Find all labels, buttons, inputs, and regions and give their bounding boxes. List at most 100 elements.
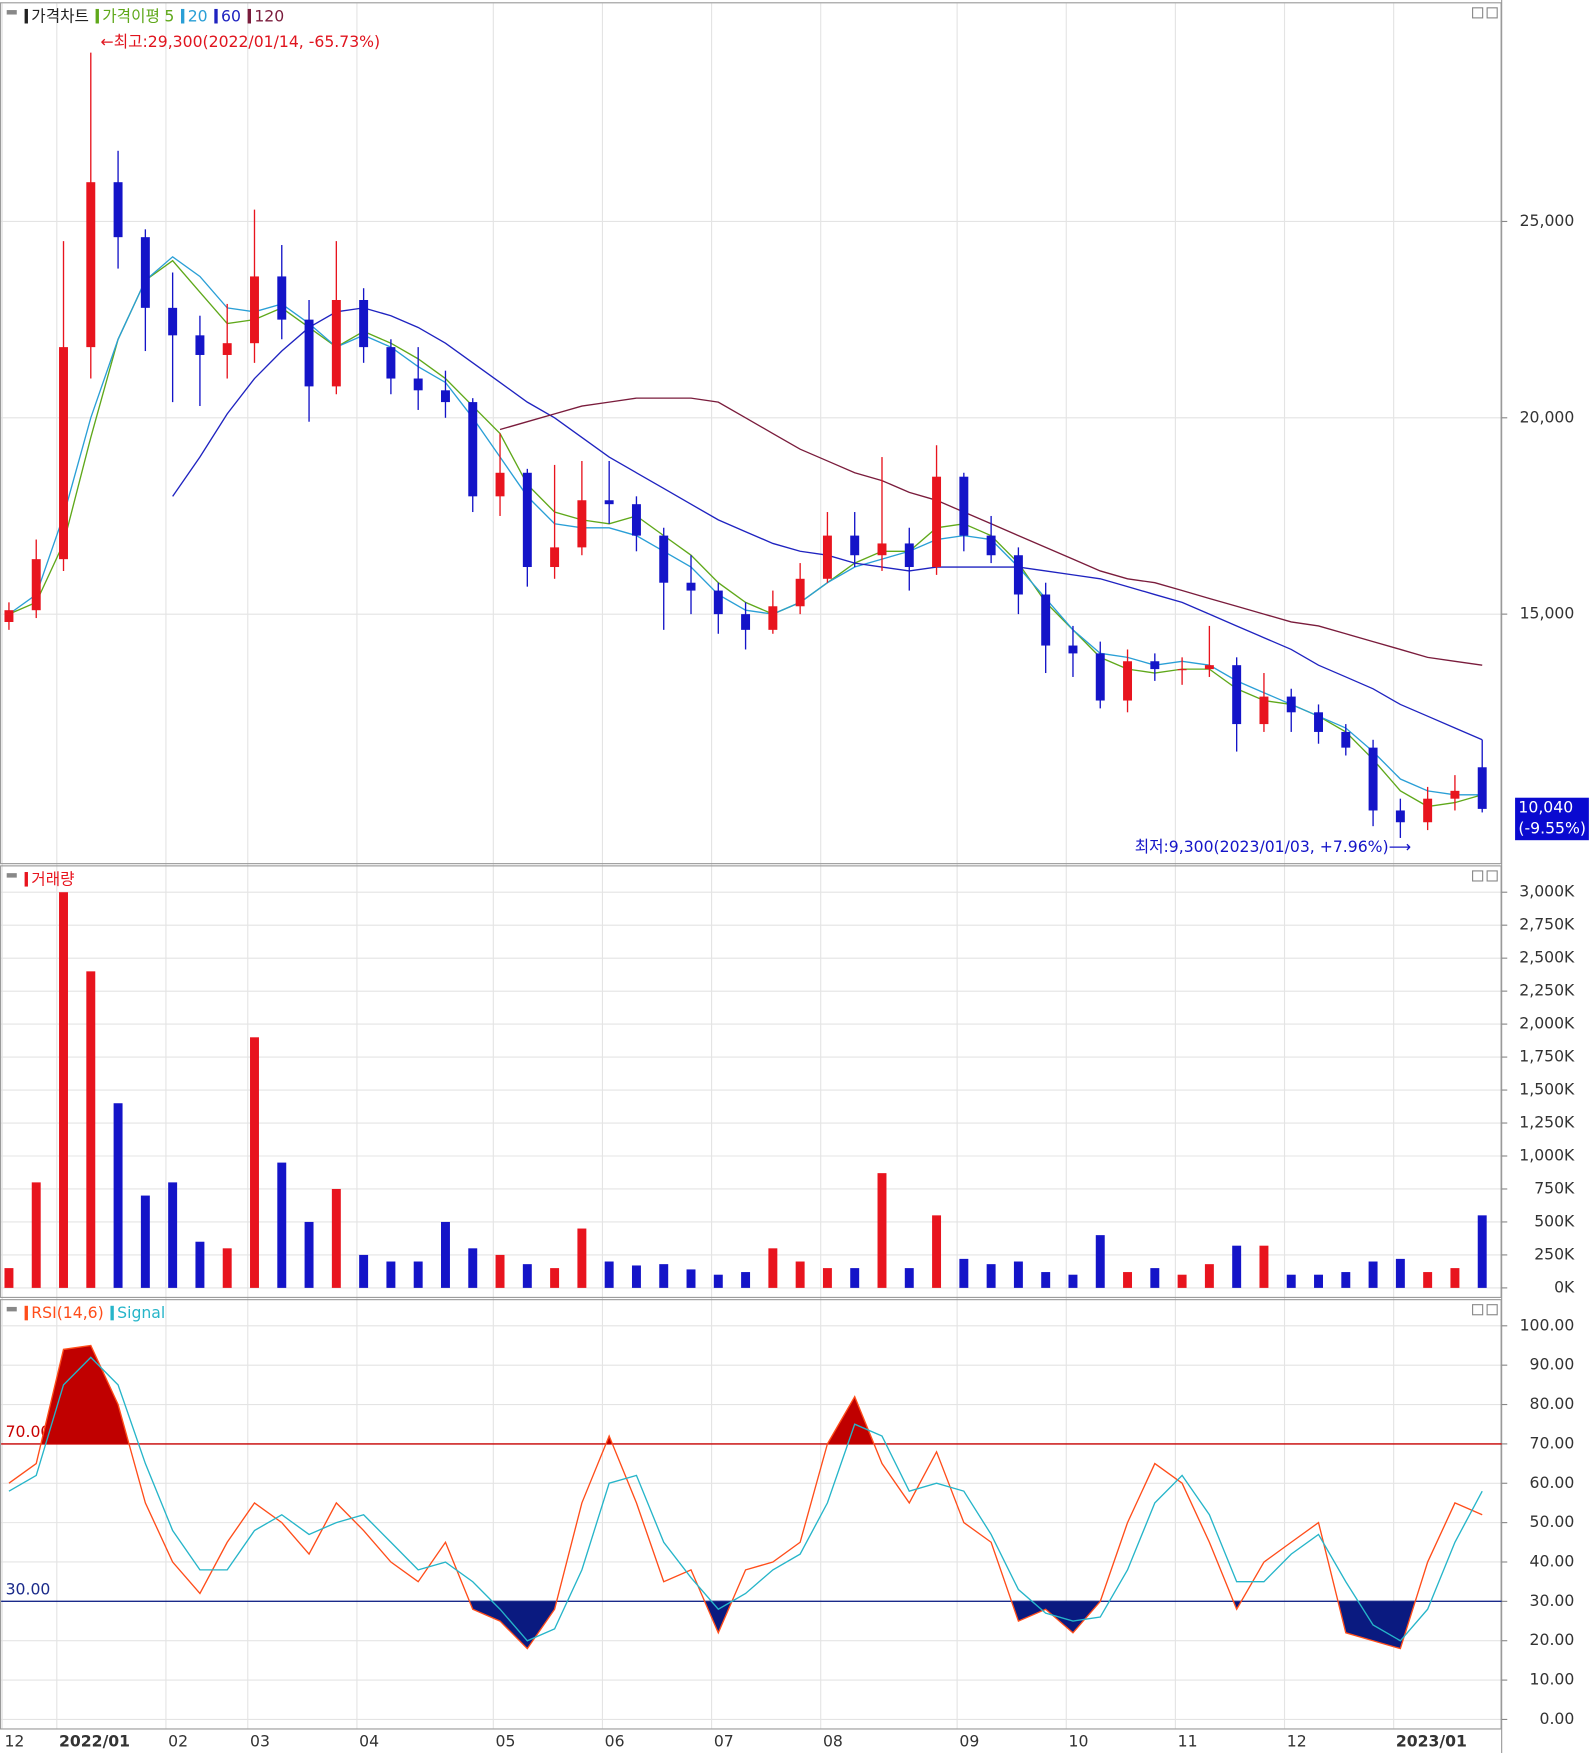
legend-marker bbox=[110, 1305, 114, 1321]
candle-body bbox=[222, 343, 232, 355]
volume-bar bbox=[686, 1269, 696, 1288]
y-tick-label: 50.00 bbox=[1530, 1512, 1575, 1531]
candle-body bbox=[1477, 767, 1487, 809]
volume-bar bbox=[277, 1162, 287, 1288]
volume-bar bbox=[1259, 1245, 1269, 1288]
legend-label: 가격이평 bbox=[102, 6, 160, 25]
x-tick-label: 06 bbox=[605, 1731, 625, 1750]
volume-bar bbox=[1068, 1274, 1078, 1288]
x-tick-label: 05 bbox=[496, 1731, 516, 1750]
volume-bar bbox=[31, 1182, 41, 1288]
candle-body bbox=[1150, 661, 1160, 670]
legend-label: 가격차트 bbox=[31, 6, 89, 25]
volume-bar bbox=[550, 1268, 560, 1288]
candle-body bbox=[741, 614, 751, 630]
volume-bar bbox=[4, 1268, 14, 1288]
x-tick-label: 10 bbox=[1068, 1731, 1088, 1750]
y-tick-label: 70.00 bbox=[1530, 1433, 1575, 1452]
candle-body bbox=[1095, 653, 1105, 701]
candle-body bbox=[795, 578, 805, 607]
candle-body bbox=[686, 582, 696, 591]
x-tick-label: 09 bbox=[959, 1731, 979, 1750]
candle-body bbox=[959, 476, 969, 536]
candle-body bbox=[140, 237, 150, 308]
volume-bar bbox=[1232, 1245, 1242, 1288]
y-tick-label: 1,500K bbox=[1519, 1080, 1575, 1099]
low-annotation: 최저:9,300(2023/01/03, +7.96%)⟶ bbox=[1135, 837, 1411, 856]
x-tick-label: 08 bbox=[823, 1731, 843, 1750]
y-tick-label: 0K bbox=[1554, 1277, 1575, 1296]
candle-body bbox=[1368, 747, 1378, 811]
candle-body bbox=[277, 276, 287, 320]
candle-body bbox=[1068, 645, 1078, 654]
candle-body bbox=[713, 590, 723, 615]
y-tick-label: 250K bbox=[1534, 1244, 1575, 1263]
y-tick-label: 2,750K bbox=[1519, 915, 1575, 934]
candle-body bbox=[1314, 712, 1323, 732]
volume-bar bbox=[795, 1261, 805, 1288]
y-tick-label: 40.00 bbox=[1530, 1551, 1575, 1570]
volume-bar bbox=[1341, 1272, 1351, 1288]
volume-bar bbox=[413, 1261, 423, 1288]
volume-bar bbox=[1450, 1268, 1460, 1288]
x-tick-label: 2023/01 bbox=[1396, 1731, 1467, 1750]
volume-bar bbox=[986, 1264, 996, 1288]
last-price-label: 10,040 bbox=[1518, 797, 1573, 816]
candle-body bbox=[1395, 810, 1405, 823]
candle-body bbox=[986, 535, 996, 556]
y-tick-label: 80.00 bbox=[1530, 1394, 1575, 1413]
window-buttons[interactable] bbox=[1472, 7, 1498, 1316]
volume-bar bbox=[1314, 1274, 1323, 1288]
legend-marker bbox=[95, 8, 99, 24]
volume-bar bbox=[168, 1182, 178, 1288]
volume-bar bbox=[631, 1265, 641, 1288]
x-tick-label: 12 bbox=[4, 1731, 24, 1750]
volume-bar bbox=[222, 1248, 232, 1288]
volume-bar bbox=[386, 1261, 396, 1288]
panel-icon bbox=[6, 1306, 17, 1312]
volume-bar bbox=[359, 1254, 369, 1288]
volume-bar bbox=[1177, 1274, 1187, 1288]
y-tick-label: 10.00 bbox=[1530, 1670, 1575, 1689]
legend-marker bbox=[24, 8, 28, 24]
candle-body bbox=[113, 182, 123, 238]
volume-bar bbox=[904, 1268, 914, 1288]
volume-bar bbox=[495, 1254, 505, 1288]
legend-marker bbox=[247, 8, 251, 24]
legend-label: Signal bbox=[117, 1303, 165, 1322]
legend-label: 5 bbox=[164, 6, 174, 25]
candle-body bbox=[877, 543, 887, 556]
legend-label: RSI(14,6) bbox=[31, 1303, 103, 1322]
volume-bar bbox=[604, 1261, 614, 1288]
y-tick-label: 500K bbox=[1534, 1211, 1575, 1230]
candle-body bbox=[1450, 790, 1460, 799]
legend-marker bbox=[180, 8, 185, 24]
volume-title: 거래량 bbox=[31, 869, 74, 888]
x-tick-label: 02 bbox=[168, 1731, 188, 1750]
volume-bar bbox=[713, 1274, 723, 1288]
y-tick-label: 0.00 bbox=[1540, 1709, 1575, 1728]
x-tick-label: 03 bbox=[250, 1731, 270, 1750]
legend-label: 60 bbox=[221, 6, 241, 25]
volume-bar bbox=[1123, 1272, 1133, 1288]
candle-body bbox=[359, 299, 369, 348]
candle-body bbox=[522, 472, 532, 568]
candle-body bbox=[59, 347, 68, 560]
volume-bar bbox=[741, 1272, 751, 1288]
x-tick-label: 12 bbox=[1287, 1731, 1307, 1750]
x-tick-label: 07 bbox=[714, 1731, 734, 1750]
candle-body bbox=[1259, 696, 1269, 725]
candle-body bbox=[250, 276, 259, 344]
volume-bar bbox=[822, 1268, 832, 1288]
y-tick-label: 750K bbox=[1534, 1178, 1575, 1197]
volume-bar bbox=[1095, 1235, 1105, 1288]
y-tick-label: 1,250K bbox=[1519, 1113, 1575, 1132]
candle-body bbox=[331, 299, 341, 387]
x-tick-label: 2022/01 bbox=[59, 1731, 130, 1750]
y-tick-label: 100.00 bbox=[1520, 1315, 1575, 1334]
candle-body bbox=[768, 606, 778, 630]
volume-legend: 거래량 bbox=[24, 869, 74, 888]
candle-body bbox=[304, 319, 314, 387]
